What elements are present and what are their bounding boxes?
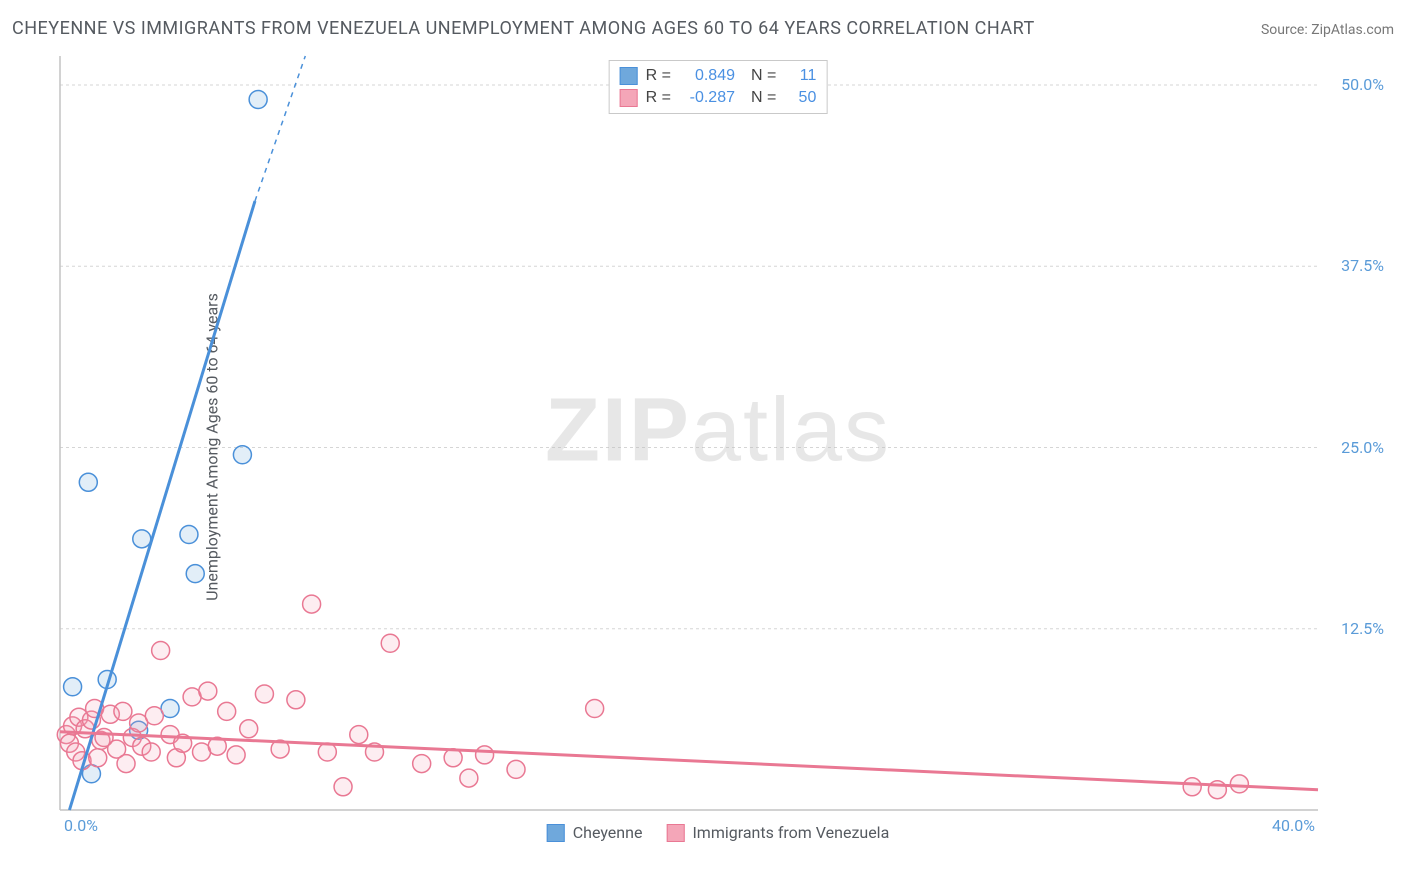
x-tick-label: 40.0% bbox=[1272, 816, 1315, 835]
r-label-1: R = bbox=[646, 89, 671, 107]
stats-row-1: R = -0.287 N = 50 bbox=[620, 87, 817, 109]
legend-label-1: Immigrants from Venezuela bbox=[692, 823, 889, 842]
y-tick-label: 12.5% bbox=[1341, 619, 1384, 638]
legend-label-0: Cheyenne bbox=[573, 823, 643, 842]
n-value-1: 50 bbox=[784, 89, 816, 107]
legend-swatch-1 bbox=[666, 824, 684, 842]
legend-item-1: Immigrants from Venezuela bbox=[666, 823, 889, 842]
y-tick-label: 25.0% bbox=[1341, 438, 1384, 457]
r-value-0: 0.849 bbox=[679, 67, 735, 85]
series-legend: Cheyenne Immigrants from Venezuela bbox=[547, 823, 890, 842]
n-value-0: 11 bbox=[784, 67, 816, 85]
n-label-1: N = bbox=[751, 89, 776, 107]
y-tick-label: 37.5% bbox=[1341, 256, 1384, 275]
x-tick-label: 0.0% bbox=[64, 816, 98, 835]
chart-area: Unemployment Among Ages 60 to 64 years Z… bbox=[48, 52, 1388, 842]
r-value-1: -0.287 bbox=[679, 89, 735, 107]
swatch-series-1 bbox=[620, 89, 638, 107]
stats-legend: R = 0.849 N = 11 R = -0.287 N = 50 bbox=[609, 60, 828, 114]
chart-title: CHEYENNE VS IMMIGRANTS FROM VENEZUELA UN… bbox=[12, 18, 1035, 39]
n-label-0: N = bbox=[751, 67, 776, 85]
scatter-plot-svg bbox=[48, 52, 1388, 842]
legend-item-0: Cheyenne bbox=[547, 823, 643, 842]
r-label-0: R = bbox=[646, 67, 671, 85]
swatch-series-0 bbox=[620, 67, 638, 85]
stats-row-0: R = 0.849 N = 11 bbox=[620, 65, 817, 87]
source-label: Source: ZipAtlas.com bbox=[1261, 22, 1394, 38]
y-tick-label: 50.0% bbox=[1341, 75, 1384, 94]
title-bar: CHEYENNE VS IMMIGRANTS FROM VENEZUELA UN… bbox=[12, 18, 1394, 39]
legend-swatch-0 bbox=[547, 824, 565, 842]
